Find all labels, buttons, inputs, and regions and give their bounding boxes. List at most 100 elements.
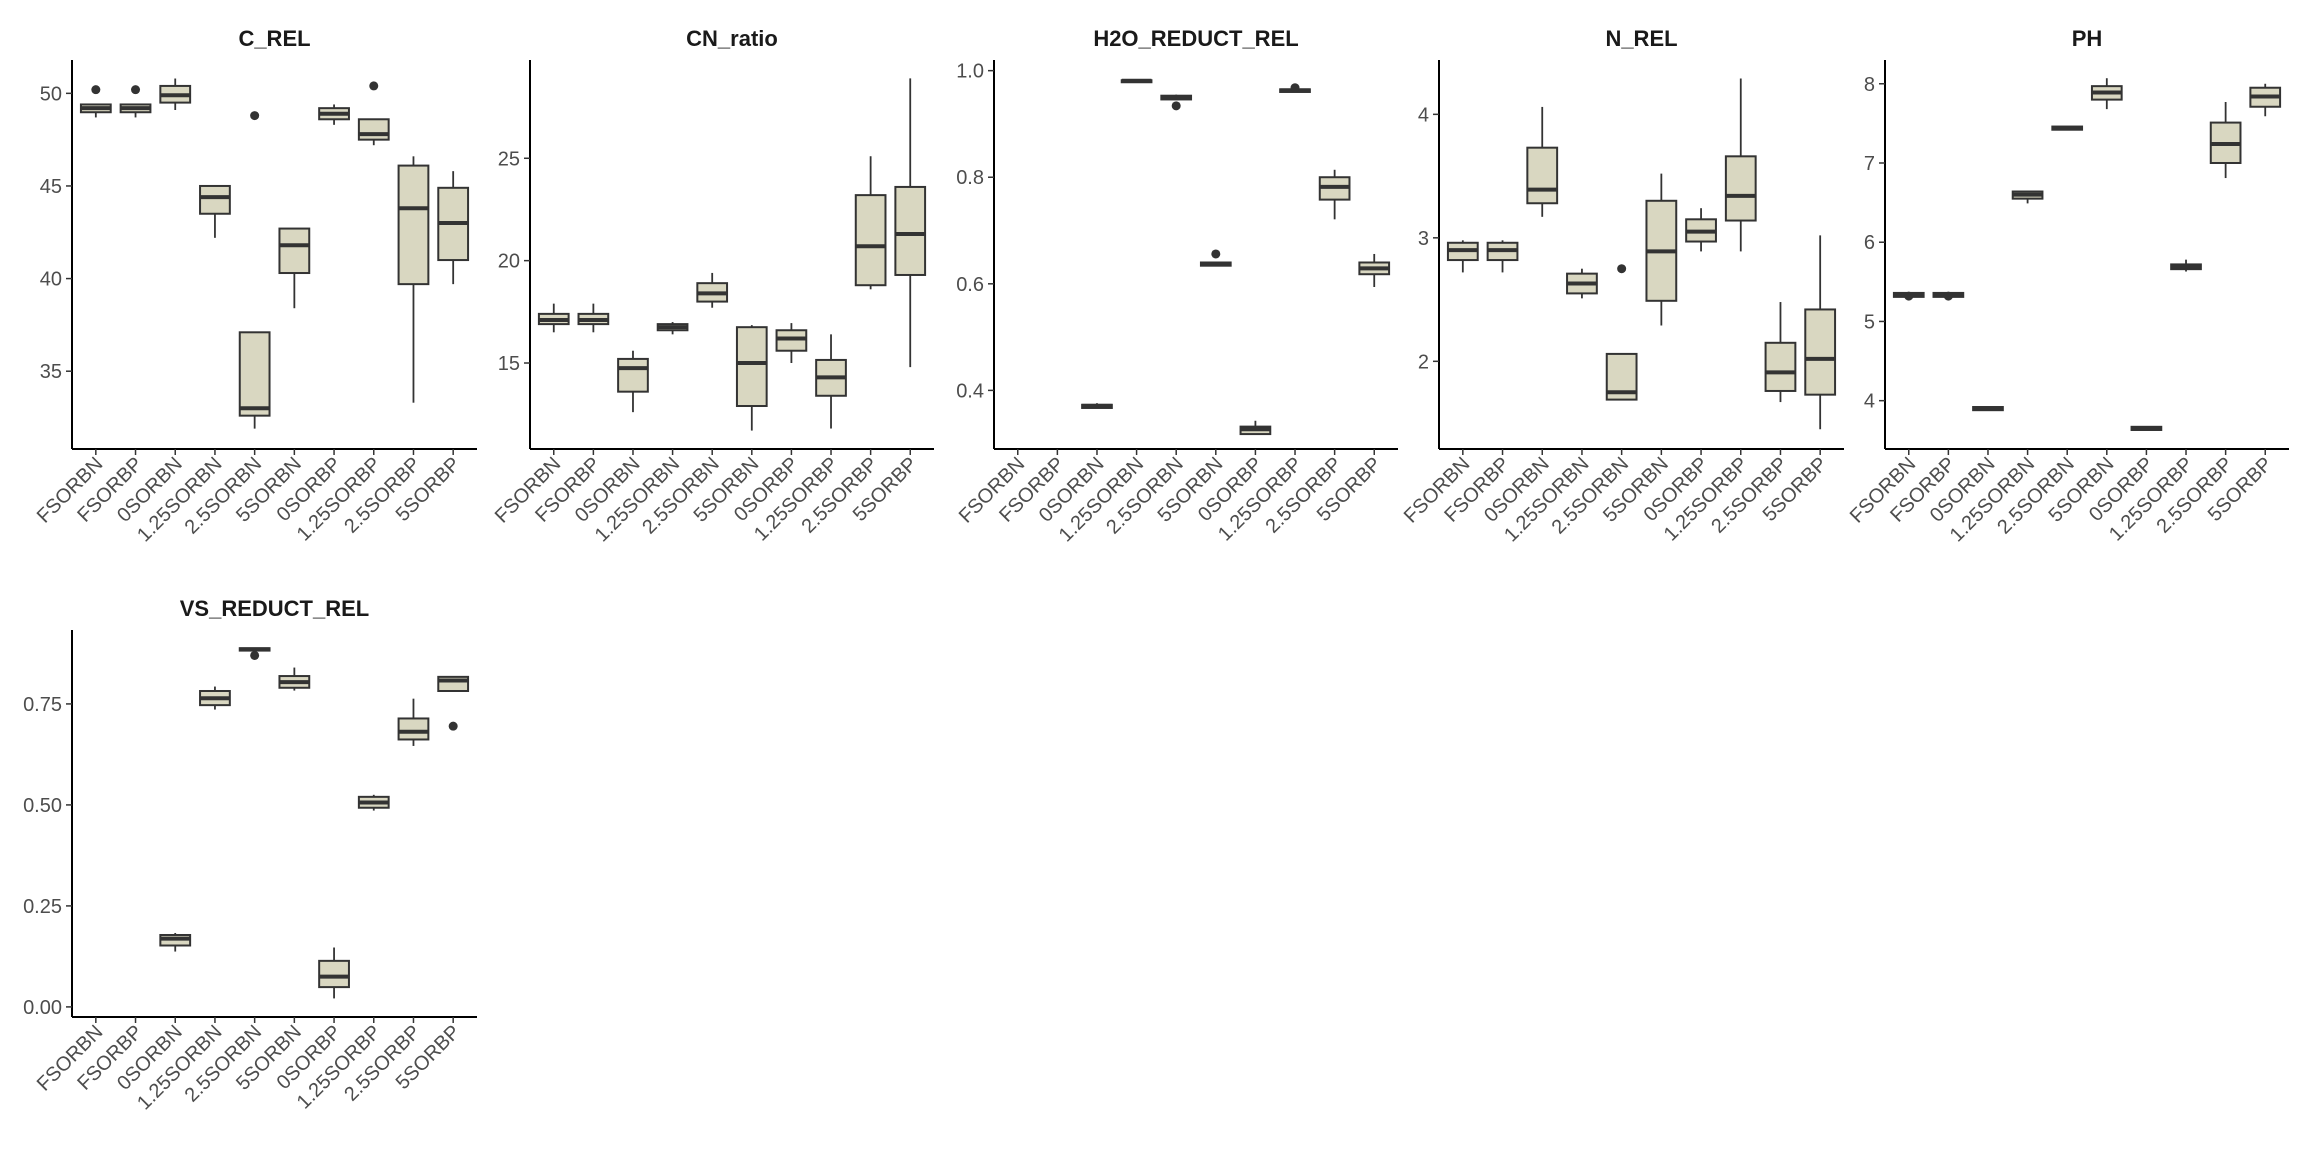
panel-title: CN_ratio	[686, 26, 778, 51]
outlier-point	[1211, 249, 1221, 259]
y-tick-label: 5	[1864, 311, 1875, 333]
box-0sorbp	[1239, 420, 1272, 436]
box-fsorbp	[577, 303, 610, 333]
box-1-25sorbp	[1279, 83, 1311, 93]
panel-title: C_REL	[238, 26, 310, 51]
y-tick-label: 0.8	[956, 167, 984, 189]
box-iqr	[397, 164, 430, 286]
box-5sorbn	[735, 325, 768, 431]
box-0sorbn	[1972, 406, 2004, 412]
y-tick-label: 0.75	[23, 694, 62, 716]
box-2-5sorbp	[1318, 169, 1351, 220]
box-iqr	[318, 959, 350, 989]
box-iqr	[1764, 341, 1797, 392]
box-iqr	[617, 357, 649, 393]
box-1-25sorbn	[656, 322, 689, 335]
panel-c-rel: C_REL35404550FSORBNFSORBP0SORBN1.25SORBN…	[33, 26, 477, 546]
box-2-5sorbn	[238, 111, 271, 429]
box-2-5sorbn	[2051, 125, 2084, 131]
y-tick-label: 50	[40, 83, 62, 105]
y-tick-label: 0.50	[23, 795, 62, 817]
box-5sorbp	[1804, 235, 1837, 430]
panel-title: VS_REDUCT_REL	[180, 596, 369, 621]
box-2-5sorbp	[397, 156, 430, 403]
box-2-5sorbp	[1764, 302, 1797, 403]
box-1-25sorbn	[1120, 78, 1153, 84]
outlier-point	[448, 721, 458, 731]
box-0sorbn	[1081, 403, 1113, 409]
y-tick-label: 25	[498, 148, 520, 170]
box-2-5sorbn	[696, 272, 729, 308]
box-0sorbp	[318, 104, 350, 125]
box-iqr	[775, 329, 808, 352]
panel-title: PH	[2072, 26, 2103, 51]
box-5sorbn	[1645, 173, 1678, 326]
y-tick-label: 6	[1864, 232, 1875, 254]
box-2-5sorbp	[2209, 101, 2242, 179]
y-tick-label: 0.25	[23, 896, 62, 918]
y-tick-label: 40	[40, 269, 62, 291]
box-1-25sorbn	[1566, 268, 1598, 299]
box-5sorbp	[437, 675, 470, 731]
box-1-25sorbn	[199, 184, 231, 238]
panel-title: H2O_REDUCT_REL	[1093, 26, 1298, 51]
outlier-point	[250, 650, 260, 660]
box-iqr	[735, 326, 768, 408]
box-0sorbn	[159, 932, 192, 952]
box-5sorbn	[2090, 78, 2123, 110]
box-1-25sorbp	[357, 81, 390, 146]
box-iqr	[397, 717, 430, 741]
box-5sorbp	[2249, 83, 2282, 117]
y-tick-label: 0.6	[956, 274, 984, 296]
panel-ph: PH45678FSORBNFSORBP0SORBN1.25SORBN2.5SOR…	[1846, 26, 2289, 546]
box-5sorbn	[278, 227, 311, 309]
box-iqr	[199, 184, 231, 215]
outlier-point	[131, 85, 141, 95]
outlier-point	[1290, 83, 1300, 93]
box-0sorbn	[159, 78, 192, 111]
outlier-point	[250, 111, 260, 121]
box-2-5sorbn	[1160, 94, 1193, 111]
box-iqr	[238, 331, 271, 417]
y-tick-label: 0.4	[956, 380, 984, 402]
box-1-25sorbp	[2170, 259, 2202, 272]
box-iqr	[894, 185, 927, 276]
box-1-25sorbp	[815, 334, 847, 429]
panel-vs-reduct-rel: VS_REDUCT_REL0.000.250.500.75FSORBNFSORB…	[23, 596, 477, 1114]
outlier-point	[369, 81, 379, 91]
panel-title: N_REL	[1605, 26, 1677, 51]
y-tick-label: 8	[1864, 74, 1875, 96]
box-5sorbp	[1358, 253, 1391, 288]
y-tick-label: 45	[40, 176, 62, 198]
panel-cn-ratio: CN_ratio152025FSORBNFSORBP0SORBN1.25SORB…	[491, 26, 934, 546]
box-iqr	[854, 194, 887, 287]
box-1-25sorbp	[357, 794, 390, 811]
box-2-5sorbp	[854, 156, 887, 290]
box-1-25sorbn	[199, 686, 231, 710]
y-tick-label: 15	[498, 353, 520, 375]
box-0sorbp	[1685, 208, 1717, 252]
box-2-5sorbn	[1605, 264, 1638, 401]
box-fsorbn	[1446, 240, 1479, 273]
box-5sorbp	[894, 78, 927, 368]
box-0sorbp	[775, 323, 808, 364]
box-iqr	[278, 227, 311, 275]
box-iqr	[1724, 155, 1757, 222]
box-5sorbn	[278, 667, 311, 691]
box-iqr	[357, 118, 390, 141]
outlier-point	[1617, 264, 1627, 274]
box-5sorbn	[1199, 249, 1232, 267]
y-tick-label: 0.00	[23, 997, 62, 1019]
box-fsorbn	[1892, 291, 1925, 301]
box-0sorbp	[2130, 425, 2163, 431]
y-tick-label: 1.0	[956, 61, 984, 83]
box-2-5sorbp	[397, 698, 430, 746]
box-0sorbn	[617, 350, 649, 413]
y-tick-label: 35	[40, 361, 62, 383]
box-iqr	[1804, 308, 1837, 396]
y-tick-label: 20	[498, 251, 520, 273]
box-fsorbp	[1932, 291, 1965, 301]
y-tick-label: 3	[1418, 228, 1429, 250]
box-1-25sorbp	[1724, 78, 1757, 252]
